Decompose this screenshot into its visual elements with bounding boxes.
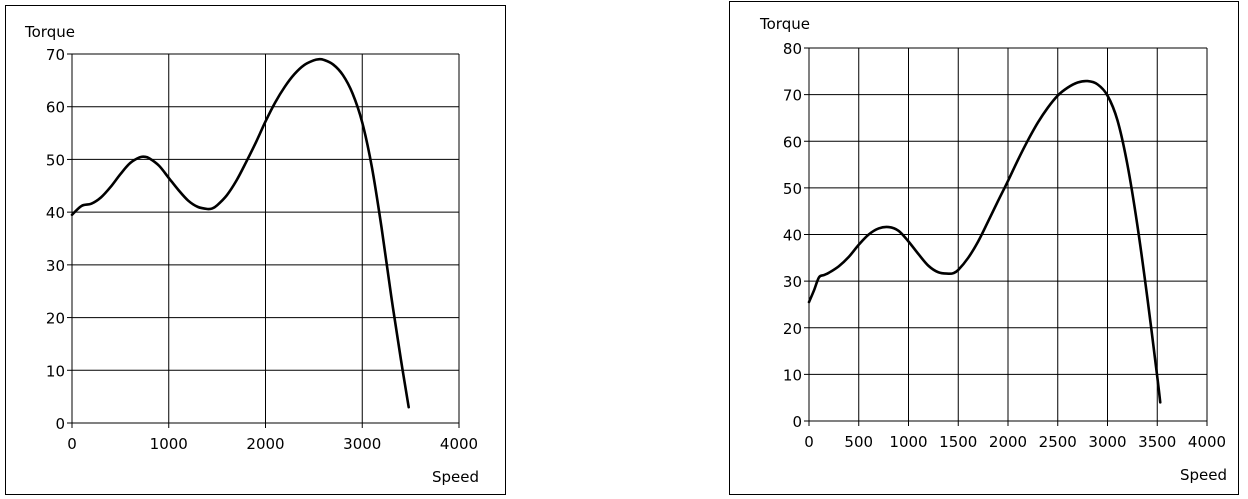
x-tick-label: 2000 (989, 433, 1027, 451)
x-tick-label: 1000 (889, 433, 927, 451)
y-tick-label: 60 (783, 133, 802, 151)
x-tick-label: 0 (804, 433, 814, 451)
y-tick-label: 40 (46, 204, 65, 222)
grid (72, 53, 460, 423)
y-tick-label: 50 (783, 180, 802, 198)
x-tick-label: 2500 (1039, 433, 1077, 451)
x-tick-label: 1000 (150, 435, 188, 453)
x-axis-title: Speed (432, 468, 479, 486)
y-tick-label: 10 (46, 362, 65, 380)
x-tick-label: 500 (844, 433, 873, 451)
torque-speed-chart-right: 0 500 1000 1500 2000 2500 3000 3500 4000 0 10 20 30 4… (759, 15, 1227, 484)
y-tick-label: 20 (783, 320, 802, 338)
y-tick-label: 0 (55, 415, 65, 433)
grid (809, 47, 1208, 421)
chart-panel-left: 0 1000 2000 3000 4000 0 10 20 30 40 50 60 70 Torque Sp… (5, 5, 506, 495)
y-tick-label: 0 (792, 413, 802, 431)
x-tick-label: 3000 (343, 435, 381, 453)
x-axis-title: Speed (1180, 466, 1227, 484)
y-axis-title: Torque (759, 15, 810, 33)
y-tick-label: 70 (783, 87, 802, 105)
chart-panel-right: 0 500 1000 1500 2000 2500 3000 3500 4000 0 10 20 30 4… (729, 1, 1239, 495)
x-tick-label: 0 (67, 435, 77, 453)
y-tick-label: 10 (783, 366, 802, 384)
y-tick-label: 60 (46, 99, 65, 117)
y-tick-label: 70 (46, 46, 65, 64)
x-tick-label: 2000 (246, 435, 284, 453)
y-axis-title: Torque (24, 23, 75, 41)
x-tick-label: 1500 (939, 433, 977, 451)
torque-curve (807, 79, 1162, 404)
y-tick-label: 20 (46, 310, 65, 328)
x-tick-label: 3000 (1088, 433, 1126, 451)
y-tick-label: 30 (46, 257, 65, 275)
x-tick-label: 4000 (1188, 433, 1226, 451)
x-tick-label: 4000 (440, 435, 478, 453)
torque-curve (70, 57, 410, 409)
y-tick-label: 50 (46, 151, 65, 169)
y-tick-label: 80 (783, 40, 802, 58)
torque-speed-chart-left: 0 1000 2000 3000 4000 0 10 20 30 40 50 60 70 Torque Sp… (24, 23, 479, 486)
x-tick-label: 3500 (1138, 433, 1176, 451)
y-tick-label: 40 (783, 227, 802, 245)
y-tick-label: 30 (783, 273, 802, 291)
